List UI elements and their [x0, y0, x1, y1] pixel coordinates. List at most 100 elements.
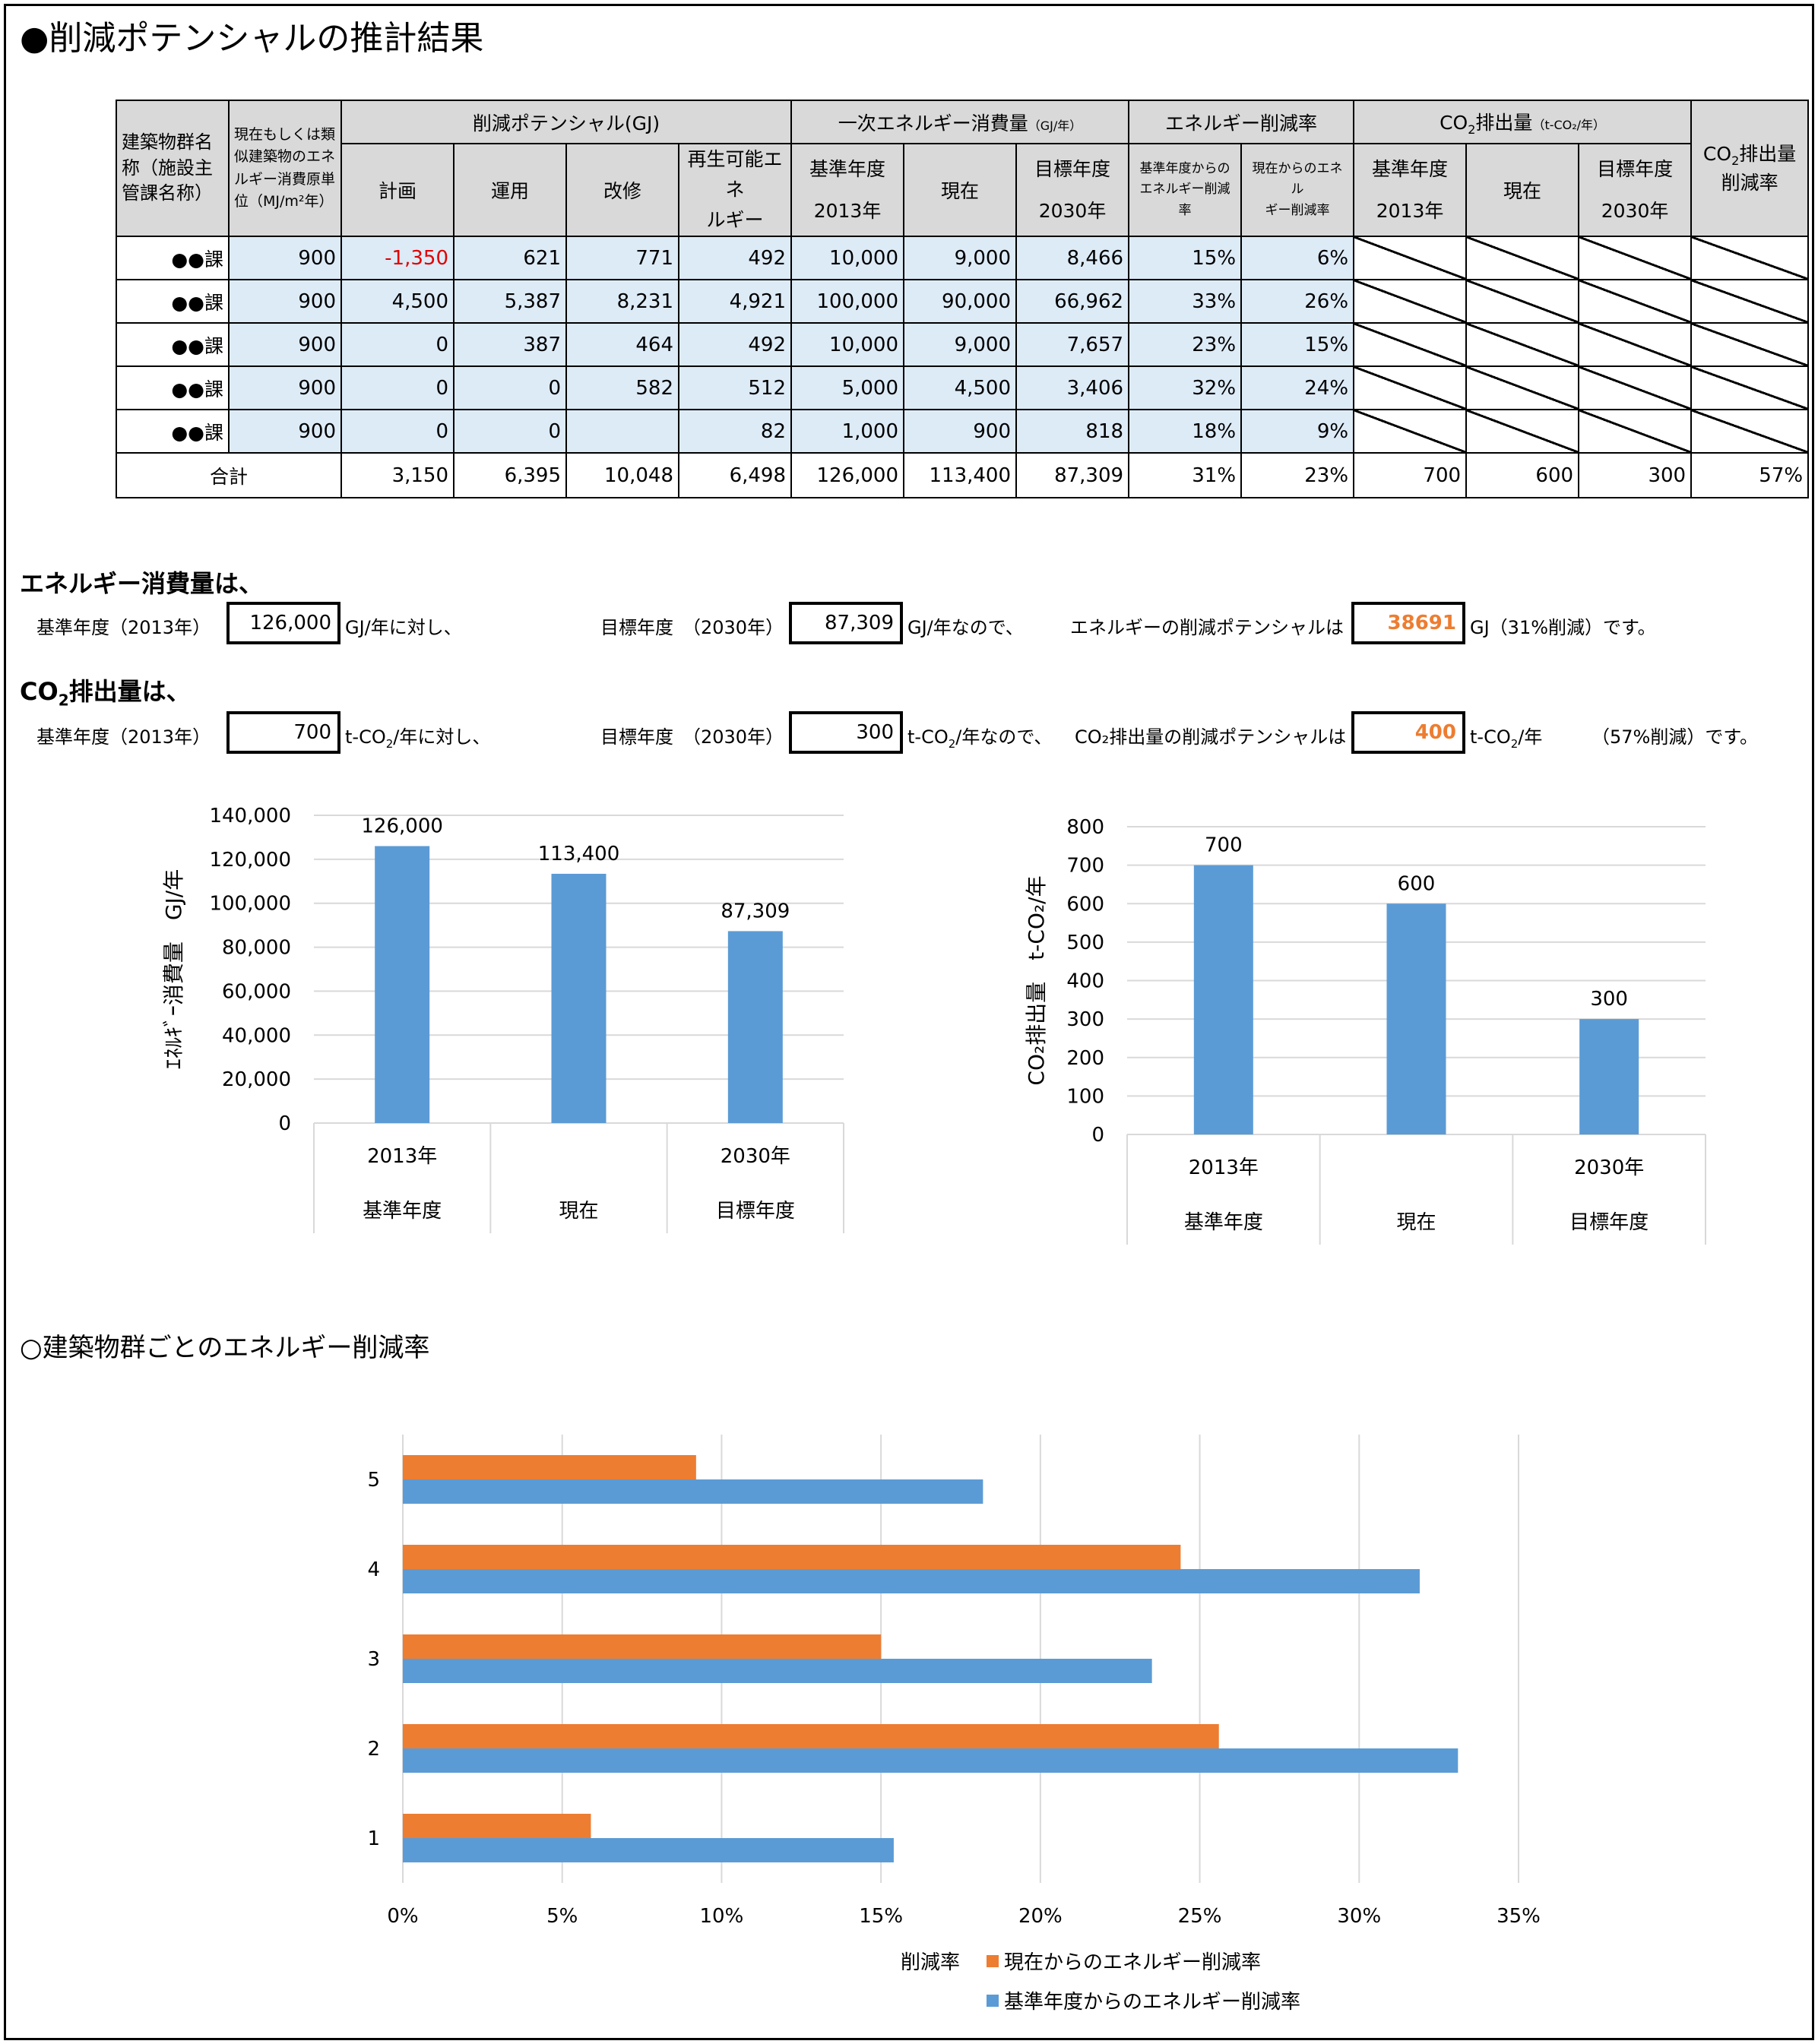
table-row: ●●課 900 4,500 5,387 8,231 4,921 100,000 90,000 6… — [116, 279, 1810, 324]
energy-potential-value: 38691 — [1351, 602, 1465, 644]
row-target: 3,406 — [1015, 365, 1130, 410]
bar — [403, 1455, 696, 1479]
row-current: 9,000 — [903, 322, 1018, 367]
row-renovation: 771 — [565, 236, 679, 280]
row-unit: 900 — [228, 365, 342, 410]
row-name: ●●課 — [116, 279, 230, 324]
co2-base-unit: t-CO2/年に対し、 — [345, 726, 491, 751]
header-primary-energy: 一次エネルギー消費量（GJ/年） — [790, 100, 1130, 144]
total-label: 合計 — [116, 452, 342, 498]
y-tick-label: 300 — [1066, 1008, 1104, 1031]
row-rate-current: 24% — [1240, 365, 1355, 410]
co2-potential-value: 400 — [1351, 711, 1465, 754]
row-rate-current: 6% — [1240, 236, 1355, 280]
table-body: ●●課 900 -1,350 621 771 492 10,000 9,000 8,466 15%… — [116, 236, 1810, 454]
header-target-year: 目標年度 2030年 — [1015, 143, 1130, 237]
empty-co2-cell — [1690, 279, 1810, 324]
row-rate-base: 23% — [1128, 322, 1243, 367]
energy-base-unit: GJ/年に対し、 — [345, 617, 462, 638]
row-renovation: 582 — [565, 365, 679, 410]
y-category-label: 5 — [367, 1469, 380, 1492]
bar — [403, 1634, 882, 1659]
total-renovation: 10,048 — [565, 452, 679, 498]
data-label: 87,309 — [721, 900, 790, 922]
bar — [403, 1479, 983, 1504]
energy-potential-label: エネルギーの削減ポテンシャルは — [1070, 617, 1344, 638]
x-tick-label: 0% — [387, 1905, 418, 1928]
bar — [403, 1838, 894, 1862]
legend-swatch — [987, 1995, 999, 2007]
y-tick-label: 0 — [1091, 1124, 1104, 1147]
y-category-label: 3 — [367, 1648, 380, 1671]
table-row: ●●課 900 0 387 464 492 10,000 9,000 7,657 23% 15% — [116, 322, 1810, 367]
row-base: 100,000 — [790, 279, 905, 324]
row-renewable: 512 — [677, 365, 793, 410]
co2-target-value: 300 — [789, 711, 903, 754]
empty-co2-cell — [1690, 236, 1810, 280]
header-co2-base-year: 基準年度 2013年 — [1353, 143, 1468, 237]
row-name: ●●課 — [116, 236, 230, 280]
co2-target-label: 目標年度 （2030年） — [600, 726, 784, 748]
row-base: 10,000 — [790, 322, 905, 367]
row-current: 9,000 — [903, 236, 1018, 280]
bar — [375, 846, 430, 1123]
x-category-label: 2030年 — [1574, 1156, 1644, 1179]
report-page: ●削減ポテンシャルの推計結果 建築物群名称（施設主管課名称） 現在もしくは類 似… — [4, 4, 1814, 2040]
bar — [727, 931, 783, 1123]
row-rate-base: 18% — [1128, 409, 1243, 454]
total-operation: 6,395 — [453, 452, 567, 498]
x-category-label: 2013年 — [1189, 1156, 1259, 1179]
energy-target-label: 目標年度 （2030年） — [600, 617, 784, 638]
co2-potential-unit: t-CO2/年 — [1470, 726, 1543, 751]
empty-co2-cell — [1578, 236, 1693, 280]
row-rate-base: 15% — [1128, 236, 1243, 280]
co2-potential-label: CO₂排出量の削減ポテンシャルは — [1075, 726, 1347, 748]
total-plan: 3,150 — [340, 452, 454, 498]
row-plan: 0 — [340, 409, 454, 454]
header-co2-rate: CO2排出量 削減率 — [1690, 100, 1810, 237]
empty-co2-cell — [1690, 365, 1810, 410]
header-renewable: 再生可能エネ ルギー — [677, 143, 793, 237]
header-unit: 現在もしくは類 似建築物のエネ ルギー消費原単 位（MJ/m²年） — [228, 100, 342, 237]
x-category-sublabel: 目標年度 — [1569, 1211, 1649, 1234]
empty-co2-cell — [1465, 279, 1580, 324]
bar — [403, 1724, 1219, 1748]
row-unit: 900 — [228, 279, 342, 324]
row-base: 5,000 — [790, 365, 905, 410]
energy-target-value: 87,309 — [789, 602, 903, 644]
y-tick-label: 200 — [1066, 1047, 1104, 1070]
co2-target-unit: t-CO2/年なので、 — [907, 726, 1053, 751]
empty-co2-cell — [1465, 365, 1580, 410]
empty-co2-cell — [1578, 322, 1693, 367]
header-rate-from-base: 基準年度からの エネルギー削減率 — [1128, 143, 1243, 237]
row-target: 818 — [1015, 409, 1130, 454]
row-renewable: 4,921 — [677, 279, 793, 324]
data-label: 600 — [1398, 872, 1436, 895]
x-category-sublabel: 現在 — [1396, 1211, 1436, 1234]
row-name: ●●課 — [116, 322, 230, 367]
y-tick-label: 100,000 — [209, 893, 291, 916]
total-target: 87,309 — [1015, 452, 1130, 498]
row-operation: 387 — [453, 322, 567, 367]
co2-potential-tail: （57%削減）です。 — [1592, 726, 1758, 748]
table-row: ●●課 900 0 0 82 1,000 900 818 18% 9% — [116, 409, 1810, 454]
legend-label: 基準年度からのエネルギー削減率 — [1004, 1991, 1300, 2014]
legend-swatch — [987, 1955, 999, 1967]
energy-base-value: 126,000 — [226, 602, 340, 644]
total-co2-rate: 57% — [1690, 452, 1810, 498]
energy-potential-unit: GJ（31%削減）です。 — [1470, 617, 1656, 638]
x-tick-label: 25% — [1178, 1905, 1222, 1928]
empty-co2-cell — [1353, 322, 1468, 367]
empty-co2-cell — [1353, 279, 1468, 324]
empty-co2-cell — [1353, 365, 1468, 410]
total-row: 合計 3,150 6,395 10,048 6,498 126,000 113,… — [116, 452, 1810, 498]
table-row: ●●課 900 -1,350 621 771 492 10,000 9,000 8,466 15%… — [116, 236, 1810, 280]
row-rate-current: 9% — [1240, 409, 1355, 454]
data-label: 126,000 — [361, 815, 443, 838]
row-rate-current: 26% — [1240, 279, 1355, 324]
header-co2: CO2排出量（t-CO₂/年） — [1353, 100, 1693, 144]
y-category-label: 4 — [367, 1558, 380, 1581]
bar-chart-section-title: ○建築物群ごとのエネルギー削減率 — [20, 1333, 430, 1363]
data-label: 300 — [1590, 988, 1628, 1011]
row-plan: 4,500 — [340, 279, 454, 324]
